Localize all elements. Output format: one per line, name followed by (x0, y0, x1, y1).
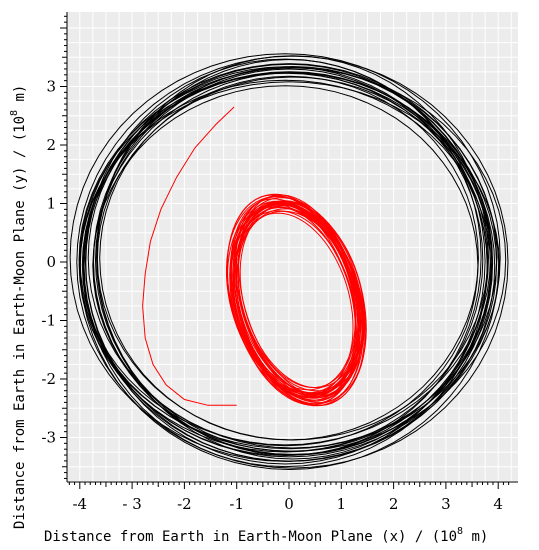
series-0-loop (76, 55, 509, 469)
x-tick-label: -4 (72, 495, 87, 513)
y-tick-label: 2 (46, 136, 56, 154)
series-2-loop (226, 193, 360, 398)
series-0-loop (99, 75, 479, 441)
x-tick-label: -1 (229, 495, 244, 513)
y-tick-label: 0 (46, 253, 56, 271)
axes (60, 12, 518, 489)
x-tick-label: 1 (337, 495, 347, 513)
y-tick-label: 3 (46, 78, 56, 96)
series-0-loop (79, 72, 491, 446)
series-2-loop (234, 203, 367, 406)
series-0-loop (69, 53, 501, 462)
y-tick-label: -1 (41, 312, 56, 330)
x-tick-label: 3 (441, 495, 451, 513)
series-0-loop (78, 67, 507, 452)
x-tick-label: 0 (284, 495, 294, 513)
series-0-loop (81, 72, 498, 458)
x-tick-labels: -4 - 3 -2 -1 0 1 2 3 4 (72, 495, 502, 513)
y-tick-label: -2 (41, 370, 56, 388)
series-1-transfer-arc (142, 106, 237, 406)
series-layer (69, 53, 509, 471)
x-tick-label: 2 (389, 495, 399, 513)
y-tick-label: -3 (41, 429, 56, 447)
x-tick-label: 4 (493, 495, 503, 513)
y-tick-label: 1 (46, 195, 56, 213)
series-2-loop (226, 194, 360, 405)
x-tick-label: - 3 (122, 495, 141, 513)
y-tick-labels: -3 -2 -1 0 1 2 3 (41, 78, 56, 447)
series-2-loop (230, 203, 356, 391)
series-2-loop (230, 196, 365, 405)
x-tick-label: -2 (177, 495, 192, 513)
y-axis-label: Distance from Earth in Earth-Moon Plane … (9, 85, 28, 529)
series-2-loop (230, 201, 365, 394)
series-0-loop (87, 66, 498, 449)
series-0-loop (96, 76, 489, 441)
series-0-loop (92, 85, 479, 447)
series-0-loop (82, 72, 488, 457)
x-axis-label: Distance from Earth in Earth-Moon Plane … (44, 526, 488, 545)
